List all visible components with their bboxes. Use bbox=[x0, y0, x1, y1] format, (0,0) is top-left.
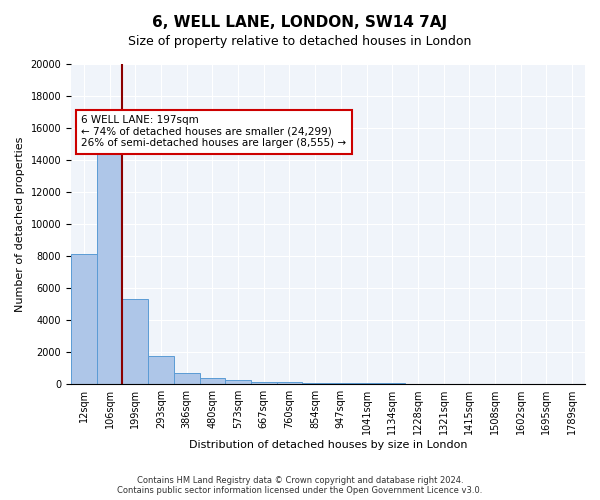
Bar bbox=[148, 356, 174, 384]
Y-axis label: Number of detached properties: Number of detached properties bbox=[15, 136, 25, 312]
Bar bbox=[71, 254, 97, 384]
Text: Size of property relative to detached houses in London: Size of property relative to detached ho… bbox=[128, 35, 472, 48]
Text: 6 WELL LANE: 197sqm
← 74% of detached houses are smaller (24,299)
26% of semi-de: 6 WELL LANE: 197sqm ← 74% of detached ho… bbox=[82, 115, 346, 148]
X-axis label: Distribution of detached houses by size in London: Distribution of detached houses by size … bbox=[189, 440, 467, 450]
Bar bbox=[200, 378, 225, 384]
Bar bbox=[225, 380, 251, 384]
Bar bbox=[251, 382, 277, 384]
Bar bbox=[328, 383, 354, 384]
Bar bbox=[302, 383, 328, 384]
Text: Contains HM Land Registry data © Crown copyright and database right 2024.
Contai: Contains HM Land Registry data © Crown c… bbox=[118, 476, 482, 495]
Bar bbox=[174, 373, 200, 384]
Text: 6, WELL LANE, LONDON, SW14 7AJ: 6, WELL LANE, LONDON, SW14 7AJ bbox=[152, 15, 448, 30]
Bar bbox=[97, 118, 122, 384]
Bar bbox=[122, 300, 148, 384]
Bar bbox=[277, 382, 302, 384]
